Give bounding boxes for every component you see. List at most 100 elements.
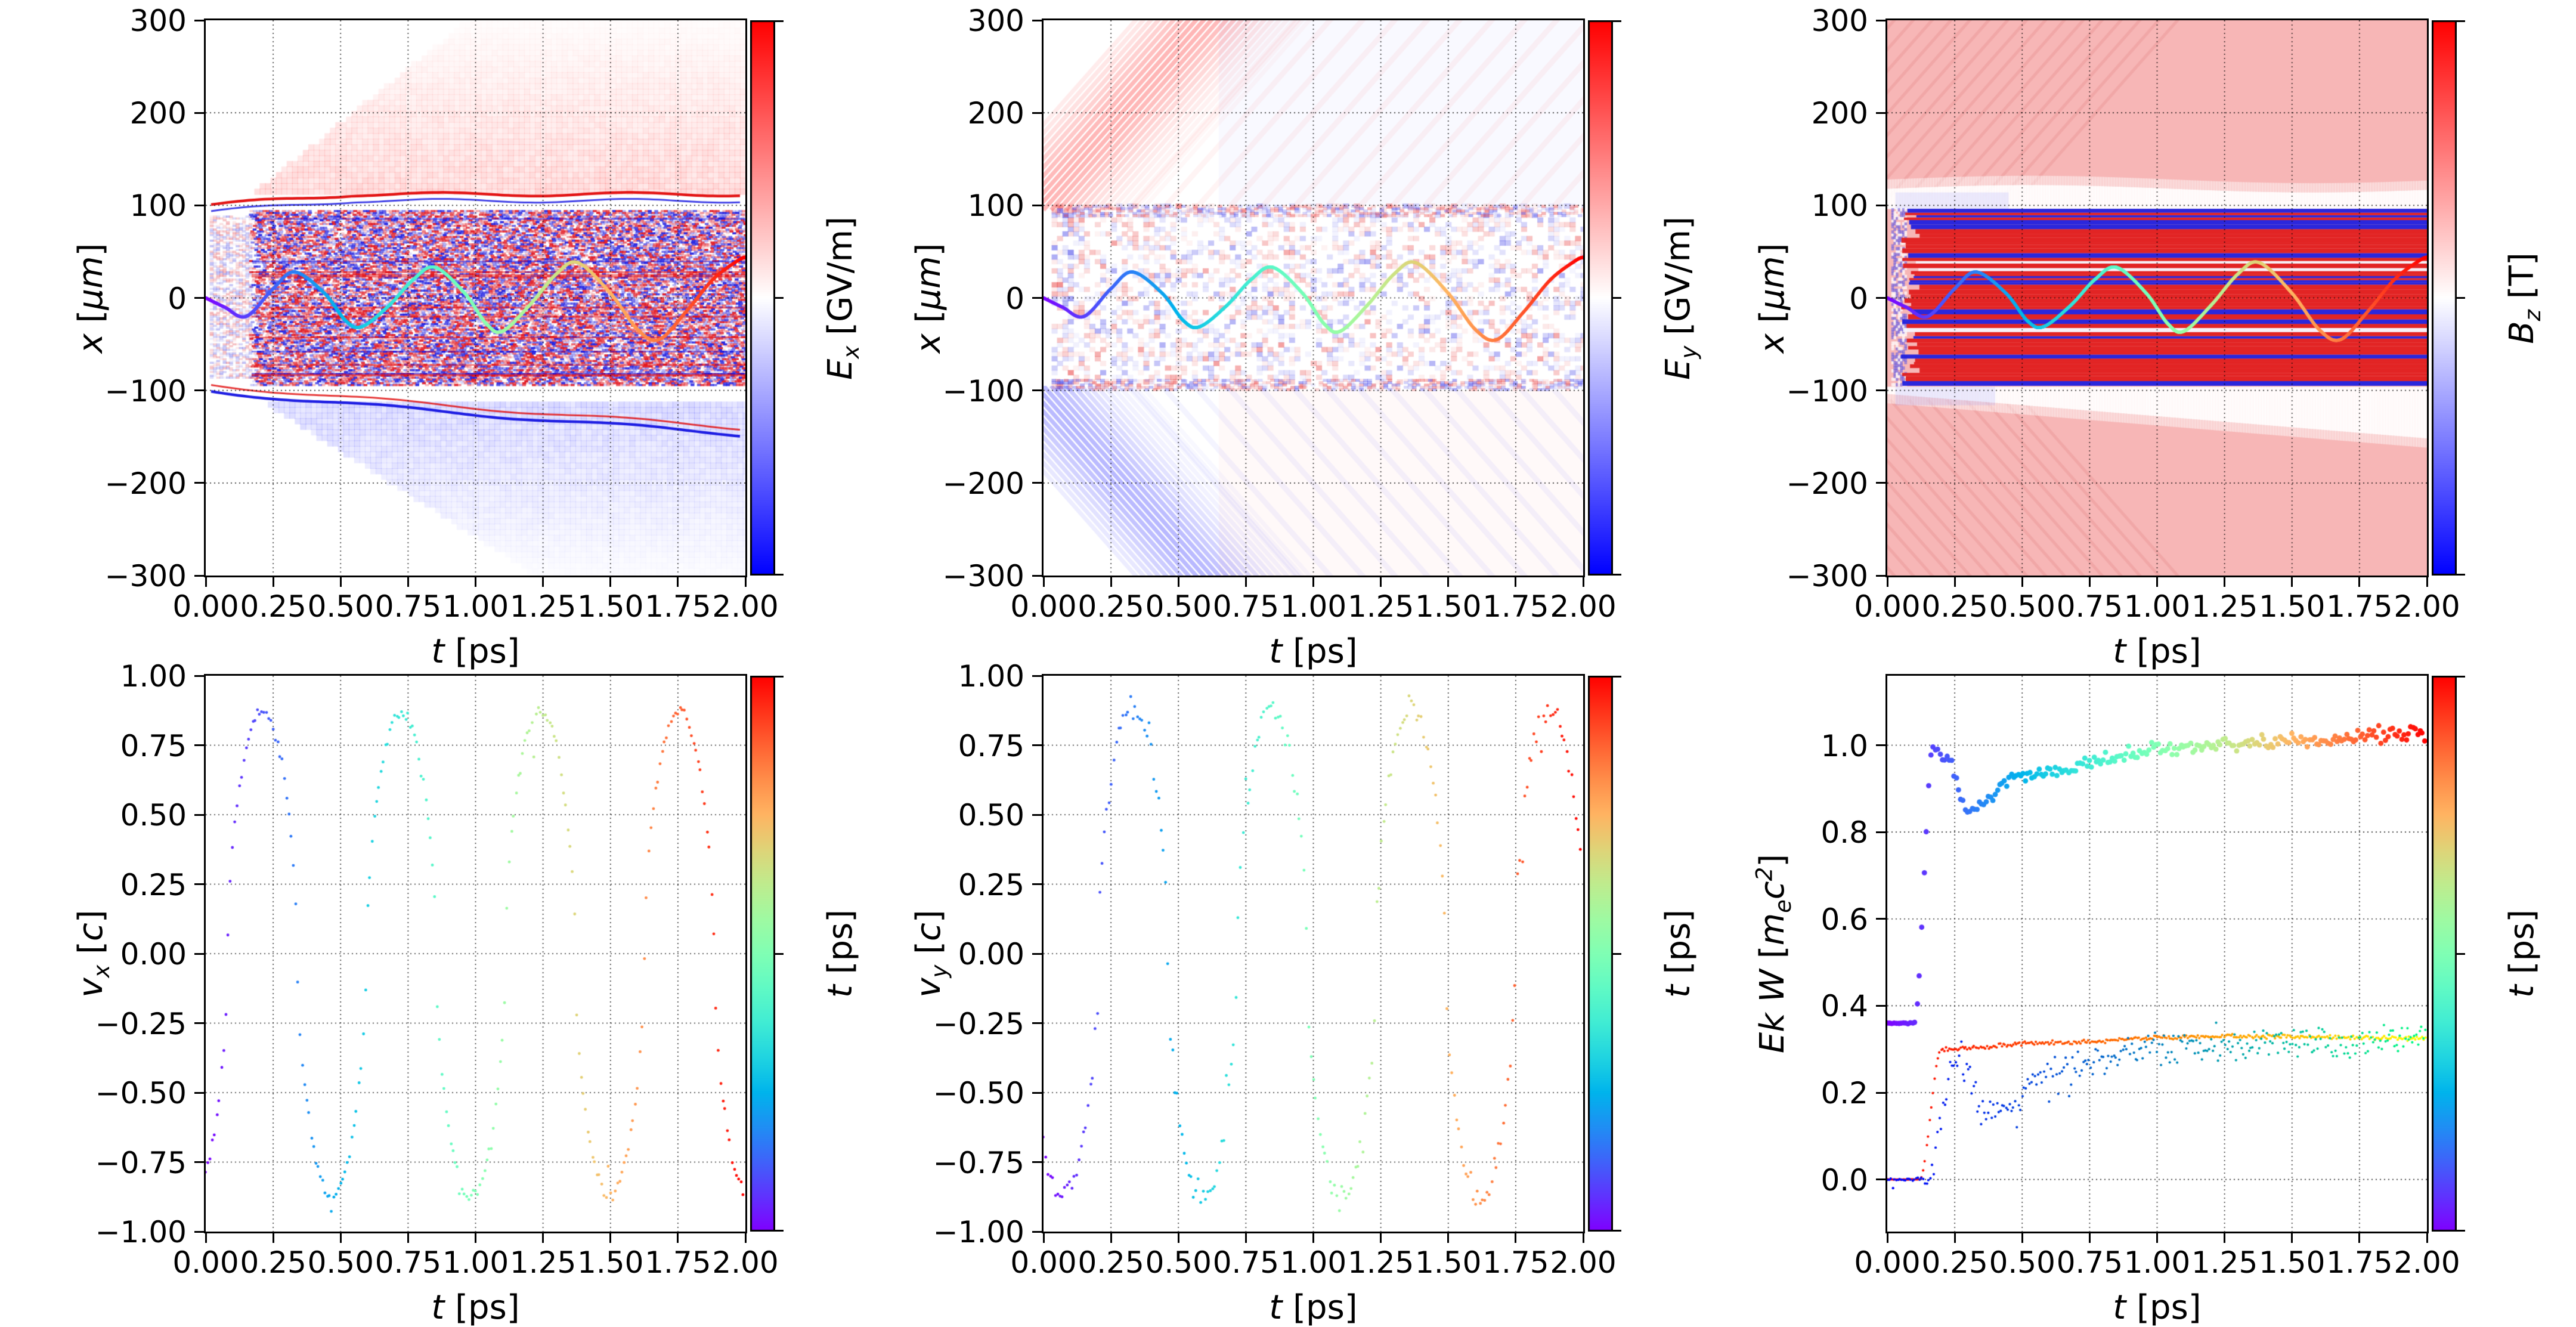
plot-canvas-ex [206,20,745,576]
x-tick-label: 0.00 [172,1245,239,1280]
y-tick-mark [194,675,204,677]
x-tick-label: 0.50 [307,589,374,624]
x-tick-mark [475,1233,476,1243]
x-tick-mark [2426,577,2428,587]
x-tick-label: 2.00 [2394,1245,2460,1280]
y-tick-mark [194,813,204,816]
y-tick-label: −300 [942,559,1024,593]
y-tick-mark [1876,1178,1885,1181]
axes-frame [1885,18,2429,577]
x-tick-mark [2088,577,2091,587]
colorbar-tick-mark [775,20,784,22]
y-tick-mark [1032,1022,1042,1024]
x-tick-mark [2358,577,2361,587]
x-tick-label: 0.00 [1854,1245,1921,1280]
x-tick-label: 1.50 [2259,1245,2326,1280]
y-axis-label: vy [c] [909,910,953,998]
y-tick-mark [1876,204,1885,206]
y-tick-label: 100 [1811,188,1868,224]
x-tick-label: 2.00 [2394,589,2460,624]
x-tick-label: 0.75 [2056,589,2123,624]
y-tick-mark [194,883,204,885]
y-axis-label: x [μm] [909,243,948,353]
y-tick-label: 0.00 [120,937,187,972]
y-tick-label: 200 [129,96,187,131]
x-tick-label: 0.25 [240,589,306,624]
x-tick-mark [744,1233,747,1243]
colorbar-tick-mark [775,1230,784,1232]
x-tick-mark [2088,1233,2091,1243]
x-tick-mark [1515,577,1517,587]
colorbar-tick-mark [1613,20,1621,22]
x-tick-label: 1.75 [1482,1245,1549,1280]
plot-canvas-vx [206,676,745,1232]
x-tick-label: 0.50 [1145,1245,1212,1280]
axes-frame [1042,18,1585,577]
y-axis-label: vx [c] [72,910,115,998]
y-tick-label: −0.75 [95,1145,187,1180]
x-tick-mark [1042,577,1045,587]
y-tick-label: −0.50 [95,1076,187,1111]
y-tick-mark [1032,389,1042,392]
axes-frame [204,674,747,1233]
x-tick-mark [744,577,747,587]
x-tick-label: 1.00 [442,1245,509,1280]
y-tick-mark [194,1161,204,1163]
x-tick-mark [1447,577,1450,587]
colorbar-label-vx: t [ps] [821,909,860,998]
y-tick-label: 0.8 [1820,815,1868,850]
x-tick-mark [1244,577,1247,587]
y-tick-mark [194,1230,204,1233]
y-tick-mark [1032,574,1042,577]
x-tick-mark [542,577,544,587]
x-tick-mark [1886,1233,1888,1243]
y-tick-mark [1876,918,1885,920]
y-tick-label: 1.00 [958,659,1024,694]
x-tick-label: 1.25 [2191,1245,2258,1280]
x-tick-mark [1515,1233,1517,1243]
x-tick-label: 2.00 [712,589,779,624]
y-tick-label: 0.00 [958,937,1024,972]
x-tick-label: 1.00 [2123,589,2191,624]
y-tick-label: 200 [1811,96,1868,131]
y-tick-label: 0 [1849,281,1868,316]
y-tick-mark [194,574,204,577]
y-tick-mark [1876,831,1885,833]
x-tick-label: 0.75 [1212,1245,1280,1280]
x-tick-mark [2291,577,2293,587]
y-tick-label: 1.0 [1820,728,1868,763]
y-tick-mark [194,204,204,206]
x-tick-label: 0.00 [1854,589,1921,624]
y-tick-mark [1032,952,1042,955]
y-tick-label: −300 [104,559,187,593]
y-tick-mark [194,952,204,955]
colorbar-tick-mark [2457,952,2465,955]
x-tick-label: 0.75 [1212,589,1280,624]
x-tick-mark [2358,1233,2361,1243]
x-tick-mark [339,577,342,587]
simulation-diagnostics-figure: 0.00 0.25 0.50 0.75 1.00 1.25 1.50 1.75 2.00 300 2… [72,4,2546,1325]
y-tick-label: 0.25 [958,867,1024,902]
x-tick-mark [1244,1233,1247,1243]
colorbar-label-bz: Bz [T] [2503,252,2546,344]
y-tick-mark [1032,297,1042,299]
colorbar-tick-mark [1613,952,1621,955]
y-tick-mark [194,389,204,392]
x-tick-label: 1.75 [645,1245,711,1280]
y-tick-label: −0.75 [933,1145,1024,1180]
x-tick-mark [272,577,274,587]
y-tick-mark [1876,1004,1885,1007]
x-tick-label: 1.50 [577,1245,644,1280]
x-tick-label: 2.00 [1550,1245,1617,1280]
colorbar-tick-mark [775,297,784,299]
y-tick-label: 300 [967,4,1024,38]
y-tick-label: −1.00 [933,1215,1024,1249]
colorbar-tick-mark [2457,1230,2465,1232]
x-tick-label: 1.25 [1347,589,1414,624]
y-tick-mark [1032,675,1042,677]
x-tick-label: 0.50 [1989,589,2055,624]
x-tick-mark [205,1233,207,1243]
y-axis-label: x [μm] [1753,243,1792,353]
y-tick-label: 300 [129,4,187,38]
y-tick-label: 200 [967,96,1024,131]
